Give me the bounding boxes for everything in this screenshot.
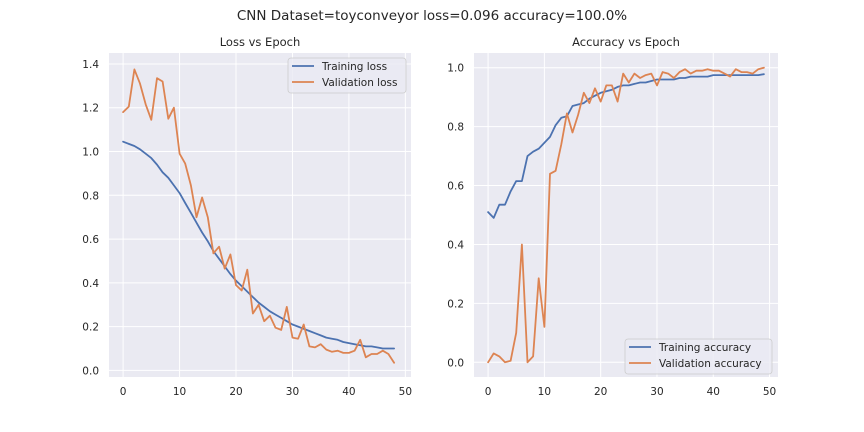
accuracy-series-lines — [487, 66, 765, 364]
loss-x-tick-label: 10 — [173, 386, 186, 398]
loss-legend-box — [287, 57, 407, 94]
loss-validation-line — [122, 68, 396, 364]
accuracy-x-tick-label: 0 — [485, 386, 492, 398]
accuracy-chart-title: Accuracy vs Epoch — [572, 35, 680, 49]
accuracy-x-tick-labels: 0 10 20 30 40 50 — [485, 386, 777, 398]
loss-x-tick-label: 30 — [286, 386, 299, 398]
loss-x-tick-label: 0 — [120, 386, 127, 398]
loss-legend-label-validation: Validation loss — [322, 77, 397, 89]
loss-y-tick-label: 1.2 — [82, 103, 99, 115]
accuracy-x-tick-label: 20 — [594, 386, 607, 398]
loss-x-tick-labels: 0 10 20 30 40 50 — [120, 386, 412, 398]
loss-y-tick-label: 0.2 — [82, 322, 99, 334]
loss-y-tick-label: 0.0 — [82, 365, 99, 377]
loss-y-tick-label: 1.0 — [82, 147, 99, 159]
loss-plot-area — [109, 53, 411, 377]
loss-x-tick-label: 50 — [399, 386, 412, 398]
accuracy-y-tick-label: 1.0 — [447, 63, 464, 75]
accuracy-validation-line — [487, 66, 765, 364]
loss-x-tick-label: 20 — [229, 386, 242, 398]
accuracy-x-tick-label: 30 — [650, 386, 663, 398]
accuracy-y-tick-label: 0.4 — [447, 239, 464, 251]
accuracy-legend-label-validation: Validation accuracy — [659, 358, 762, 370]
accuracy-chart: Accuracy vs Epoch 0 10 20 30 40 50 0.00.20.40… — [447, 35, 778, 398]
loss-legend: Training loss Validation loss — [287, 57, 407, 94]
accuracy-x-tick-label: 40 — [707, 386, 720, 398]
figure-title: CNN Dataset=toyconveyor loss=0.096 accur… — [237, 8, 627, 24]
loss-y-tick-label: 0.6 — [82, 234, 99, 246]
loss-x-tick-label: 40 — [342, 386, 355, 398]
accuracy-y-tick-label: 0.0 — [447, 357, 464, 369]
loss-gridlines — [109, 53, 411, 377]
accuracy-plot-area — [474, 53, 778, 377]
loss-y-tick-labels: 0.0 0.2 0.4 0.6 0.8 1.0 1.2 1.4 — [82, 59, 99, 377]
loss-legend-label-training: Training loss — [321, 61, 387, 73]
loss-training-line — [122, 140, 396, 350]
accuracy-y-tick-labels: 0.0 0.2 0.4 0.6 0.8 1.0 — [447, 63, 464, 370]
accuracy-legend: Training accuracy Validation accuracy — [624, 338, 773, 375]
accuracy-legend-box — [624, 338, 773, 375]
accuracy-y-tick-label: 0.6 — [447, 181, 464, 193]
accuracy-x-tick-label: 10 — [538, 386, 551, 398]
accuracy-legend-label-training: Training accuracy — [658, 342, 751, 354]
accuracy-y-tick-label: 0.2 — [447, 298, 464, 310]
loss-chart-title: Loss vs Epoch — [220, 35, 301, 49]
loss-y-tick-label: 0.8 — [82, 190, 99, 202]
loss-y-tick-label: 0.4 — [82, 278, 99, 290]
accuracy-x-tick-label: 50 — [763, 386, 776, 398]
accuracy-y-tick-label: 0.8 — [447, 122, 464, 134]
loss-series-lines — [122, 68, 396, 364]
accuracy-training-line — [487, 73, 765, 219]
loss-chart: Loss vs Epoch 0 10 20 30 40 50 0.00.20.40.60.… — [82, 35, 412, 398]
loss-y-tick-label: 1.4 — [82, 59, 99, 71]
